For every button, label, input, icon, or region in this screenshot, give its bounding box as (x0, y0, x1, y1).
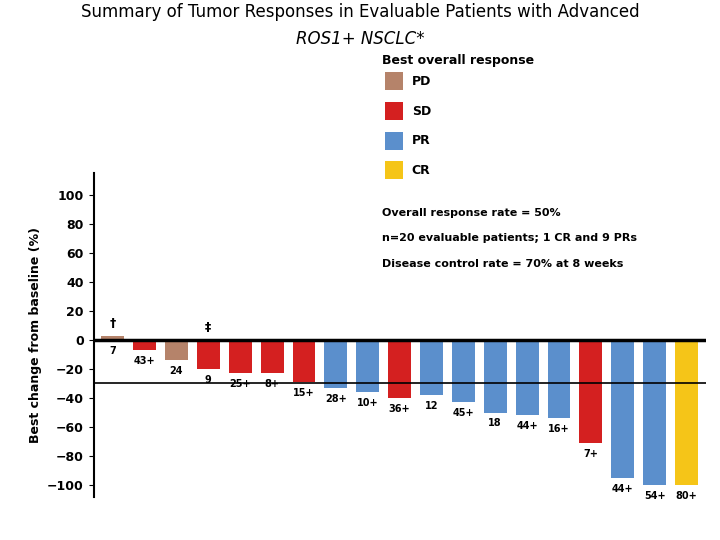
Text: 12: 12 (425, 401, 438, 411)
Text: Overall response rate = 50%: Overall response rate = 50% (382, 208, 560, 218)
Bar (229, 340, 252, 373)
Text: 7+: 7+ (583, 449, 598, 459)
Text: 24: 24 (170, 366, 183, 376)
Y-axis label: Best change from baseline (%): Best change from baseline (%) (29, 227, 42, 443)
Text: 43+: 43+ (134, 356, 156, 366)
Bar (133, 340, 156, 350)
Bar (516, 340, 539, 415)
Text: PR: PR (412, 134, 431, 147)
Text: 45+: 45+ (453, 408, 474, 418)
Text: 44+: 44+ (612, 484, 634, 494)
Text: ROS1+ NSCLC*: ROS1+ NSCLC* (296, 30, 424, 48)
Text: 7: 7 (109, 346, 116, 356)
Bar (388, 340, 411, 398)
Bar (292, 340, 315, 382)
Bar (643, 340, 666, 485)
Bar (356, 340, 379, 392)
Text: 80+: 80+ (675, 491, 698, 501)
Text: 9: 9 (205, 375, 212, 385)
Bar (484, 340, 507, 413)
Text: SD: SD (412, 105, 431, 118)
Bar (325, 340, 347, 388)
Text: 54+: 54+ (644, 491, 665, 501)
Bar (261, 340, 284, 373)
Text: 10+: 10+ (357, 398, 379, 408)
Bar (580, 340, 603, 443)
Text: Disease control rate = 70% at 8 weeks: Disease control rate = 70% at 8 weeks (382, 259, 623, 269)
Text: n=20 evaluable patients; 1 CR and 9 PRs: n=20 evaluable patients; 1 CR and 9 PRs (382, 233, 636, 244)
Text: 8+: 8+ (265, 379, 279, 389)
Text: 18: 18 (488, 418, 502, 428)
Text: 44+: 44+ (516, 421, 538, 431)
Text: 25+: 25+ (230, 379, 251, 389)
Bar (420, 340, 443, 395)
Text: Summary of Tumor Responses in Evaluable Patients with Advanced: Summary of Tumor Responses in Evaluable … (81, 3, 639, 21)
Bar (611, 340, 634, 478)
Text: ‡: ‡ (205, 321, 212, 334)
Bar (547, 340, 570, 418)
Bar (102, 335, 125, 340)
Bar (197, 340, 220, 369)
Text: 15+: 15+ (293, 388, 315, 398)
Text: 36+: 36+ (389, 404, 410, 414)
Text: †: † (109, 317, 116, 330)
Bar (165, 340, 188, 360)
Text: Best overall response: Best overall response (382, 54, 534, 67)
Text: 28+: 28+ (325, 394, 347, 403)
Bar (452, 340, 474, 402)
Text: CR: CR (412, 164, 431, 177)
Text: PD: PD (412, 75, 431, 88)
Bar (675, 340, 698, 485)
Text: 16+: 16+ (548, 424, 570, 434)
